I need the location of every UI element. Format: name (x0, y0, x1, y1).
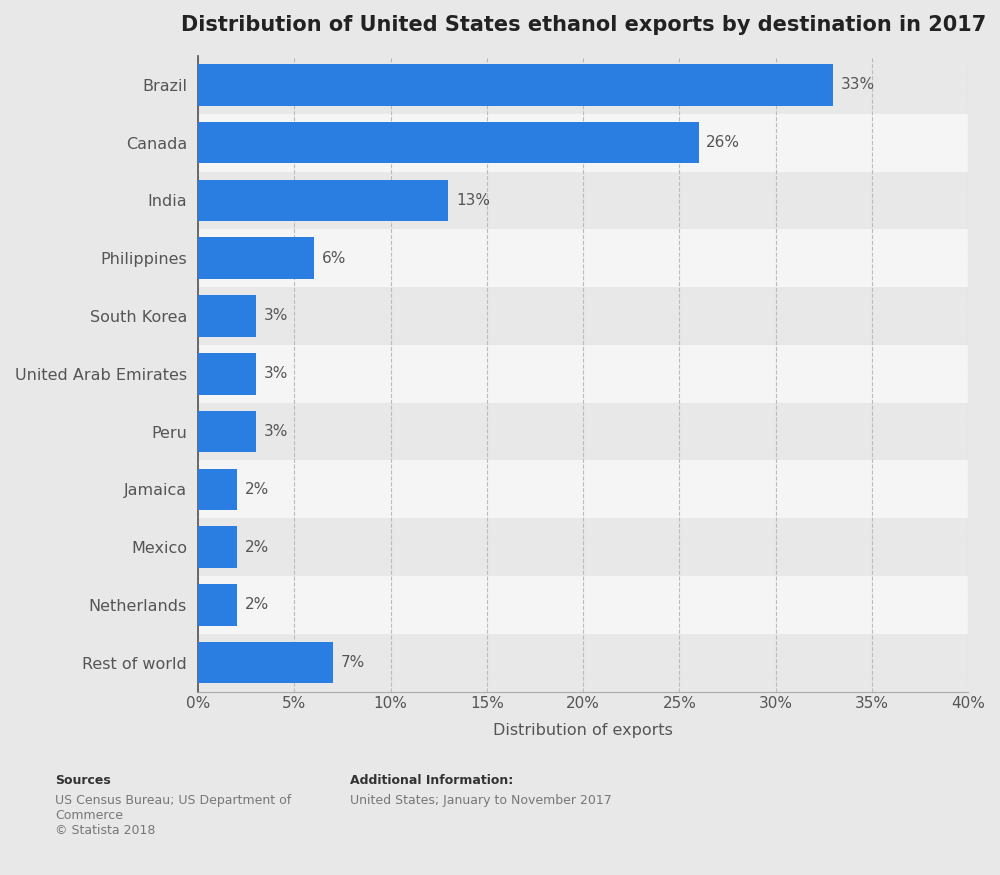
Bar (198, 287, 968, 345)
Bar (198, 353, 256, 395)
Text: 2%: 2% (244, 540, 269, 555)
Bar (198, 410, 256, 452)
Text: US Census Bureau; US Department of
Commerce
© Statista 2018: US Census Bureau; US Department of Comme… (55, 794, 291, 836)
Bar (198, 56, 968, 114)
Text: 3%: 3% (264, 367, 288, 382)
Bar (198, 179, 448, 221)
Text: 7%: 7% (341, 655, 365, 670)
Bar (198, 345, 968, 402)
Bar (198, 114, 968, 172)
Bar (198, 237, 314, 279)
Bar (198, 518, 968, 576)
Text: 3%: 3% (264, 424, 288, 439)
Text: United States; January to November 2017: United States; January to November 2017 (350, 794, 612, 807)
Bar (198, 634, 968, 691)
Bar (198, 642, 333, 683)
Text: 6%: 6% (321, 251, 346, 266)
Text: 3%: 3% (264, 309, 288, 324)
Bar (198, 468, 237, 510)
Text: 2%: 2% (244, 598, 269, 612)
Bar (198, 576, 968, 634)
Text: 13%: 13% (456, 193, 490, 208)
Bar (198, 584, 237, 626)
Bar (198, 172, 968, 229)
Bar (198, 295, 256, 337)
Text: 26%: 26% (706, 135, 740, 150)
Bar (198, 526, 237, 568)
Text: Sources: Sources (55, 774, 111, 788)
X-axis label: Distribution of exports: Distribution of exports (493, 723, 673, 738)
Bar (198, 460, 968, 518)
Title: Distribution of United States ethanol exports by destination in 2017: Distribution of United States ethanol ex… (181, 15, 986, 35)
Text: 2%: 2% (244, 482, 269, 497)
Bar (198, 122, 699, 164)
Text: Additional Information:: Additional Information: (350, 774, 513, 788)
Text: 33%: 33% (841, 77, 875, 93)
Bar (198, 64, 833, 106)
Bar (198, 229, 968, 287)
Bar (198, 402, 968, 460)
